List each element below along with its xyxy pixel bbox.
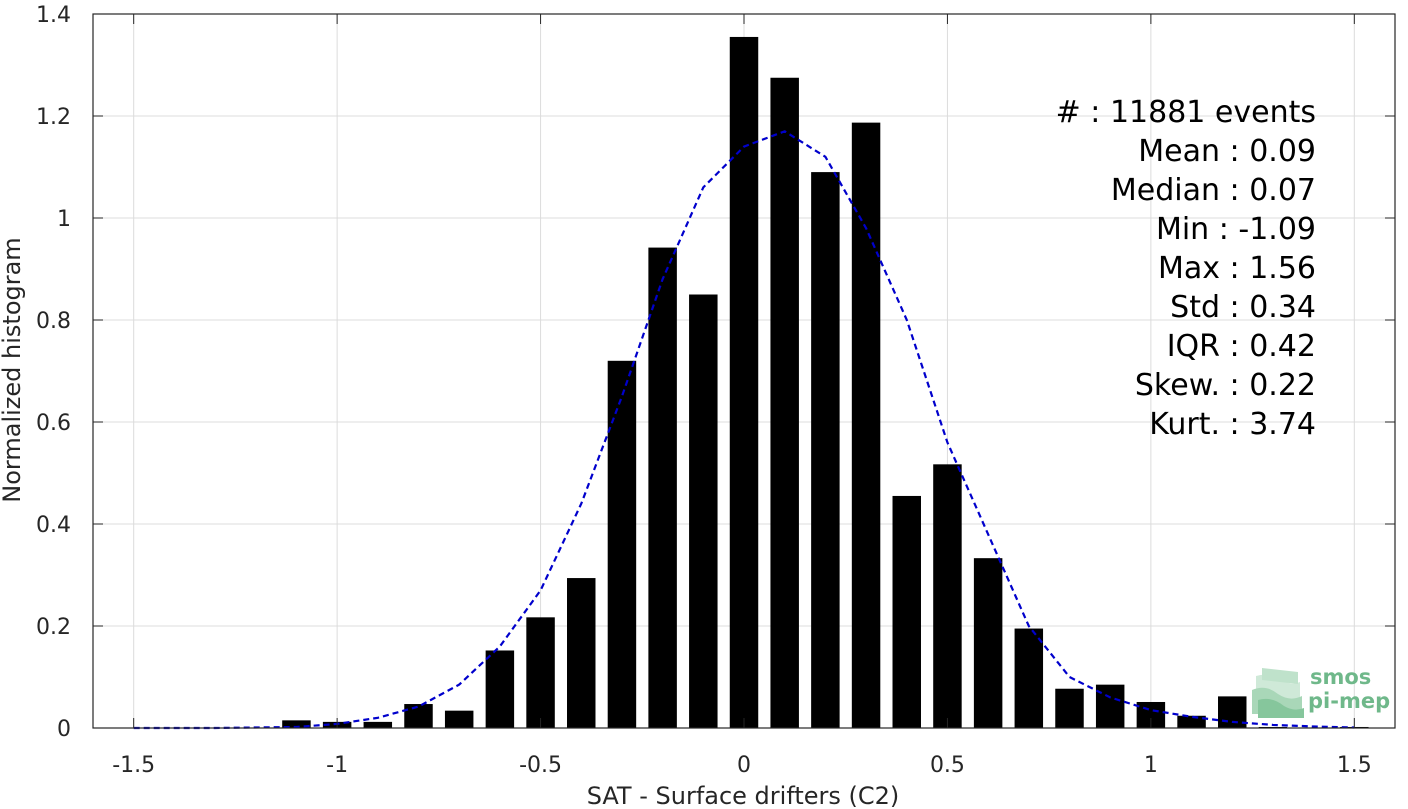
x-tick-label: -0.5 [519, 753, 562, 778]
x-axis-label: SAT - Surface drifters (C2) [587, 782, 900, 809]
stat-line: Max : 1.56 [1158, 251, 1316, 286]
x-tick-label: 1.5 [1337, 753, 1372, 778]
stat-line: Std : 0.34 [1170, 290, 1316, 325]
stat-line: Median : 0.07 [1111, 173, 1316, 208]
histogram-bar [1177, 715, 1206, 728]
stat-line: Min : -1.09 [1156, 212, 1316, 247]
stat-line: Kurt. : 3.74 [1149, 407, 1316, 442]
axis-ticks: -1.5 -1 -0.5 0 0.5 1 1.5 0 0.2 0.4 0.6 0.8 1 1.2 1.4 [36, 3, 1395, 778]
y-tick-label: 0.6 [36, 411, 71, 436]
histogram-bar [363, 721, 393, 728]
stat-line: Skew. : 0.22 [1135, 368, 1316, 403]
y-axis-label: Normalized histogram [0, 237, 26, 502]
histogram-bar [851, 122, 881, 728]
y-tick-label: 0.4 [36, 513, 71, 538]
x-tick-label: -1.5 [112, 753, 155, 778]
x-tick-label: 0.5 [930, 753, 965, 778]
histogram-bar [689, 294, 718, 728]
stat-line: # : 11881 events [1056, 95, 1316, 130]
histogram-bar [648, 247, 677, 728]
y-tick-label: 1.4 [36, 3, 71, 28]
histogram-bar [933, 464, 962, 728]
histogram-bar [729, 36, 759, 728]
stat-line: IQR : 0.42 [1167, 329, 1316, 364]
logo-text-smos: smos [1310, 665, 1371, 689]
y-tick-label: 1 [57, 207, 71, 232]
histogram-bar [526, 617, 555, 728]
histogram-bar [1095, 684, 1125, 728]
x-tick-label: -1 [326, 753, 348, 778]
histogram-bar [485, 650, 515, 728]
y-tick-label: 0.2 [36, 615, 71, 640]
y-tick-label: 1.2 [36, 105, 71, 130]
histogram-bar [892, 495, 921, 728]
histogram-bar [444, 710, 474, 728]
logo-text-pi-mep: pi-mep [1308, 689, 1390, 713]
histogram-bar [1055, 688, 1084, 728]
histogram-bar [404, 704, 433, 728]
histogram-bar [607, 360, 637, 728]
logo-wave-icon [1252, 668, 1304, 718]
fit-curve [133, 130, 1355, 730]
y-tick-label: 0 [57, 717, 71, 742]
statistics-annotation: # : 11881 events Mean : 0.09 Median : 0.07… [1056, 95, 1316, 442]
x-tick-label: 0 [737, 753, 751, 778]
histogram-bars [282, 36, 1369, 729]
histogram-bar [282, 720, 311, 728]
y-tick-label: 0.8 [36, 309, 71, 334]
x-tick-label: 1 [1144, 753, 1158, 778]
histogram-bar [811, 172, 840, 729]
histogram-bar [973, 558, 1003, 728]
stat-line: Mean : 0.09 [1138, 134, 1316, 169]
histogram-bar [1014, 628, 1044, 728]
histogram-bar [567, 578, 596, 728]
histogram-bar [770, 77, 799, 728]
smos-pi-mep-logo: smos pi-mep [1252, 665, 1390, 718]
